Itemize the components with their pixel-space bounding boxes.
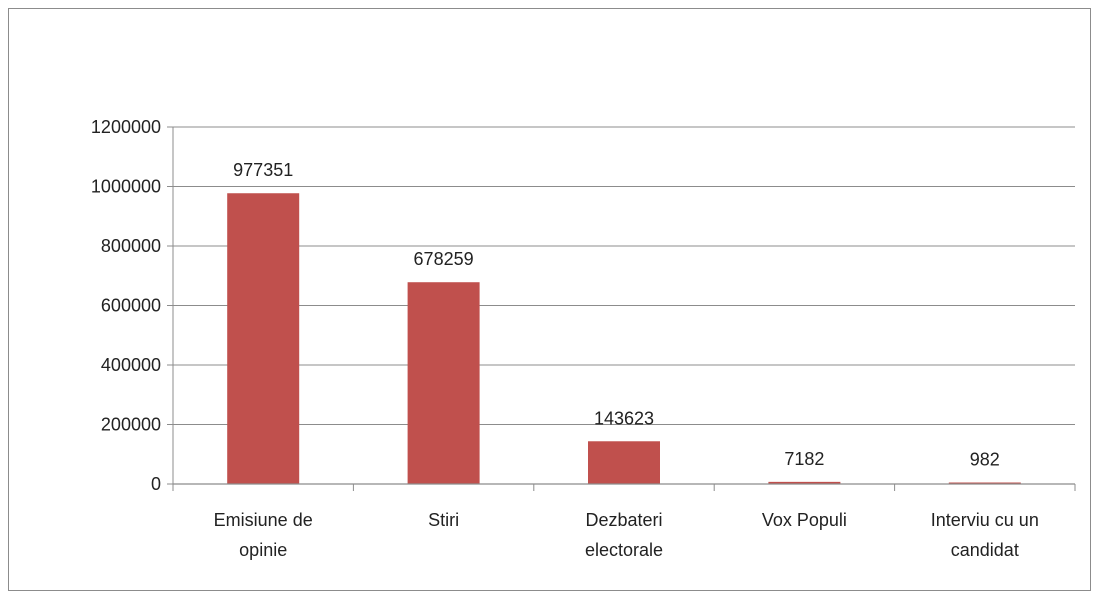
data-label: 977351 [233,160,293,180]
bars [227,193,1021,484]
category-label: Vox Populi [762,510,847,530]
y-tick-label: 0 [151,474,161,494]
y-tick-label: 600000 [101,296,161,316]
y-tick-label: 1000000 [91,177,161,197]
data-label: 982 [970,450,1000,470]
chart-frame [8,8,1091,591]
category-label: Dezbateri electorale [585,510,663,560]
y-axis-tick-labels: 0 200000 400000 600000 800000 1000000 1200000 [91,117,161,494]
gridlines [167,126,1075,485]
bar [588,441,660,484]
bar [768,481,841,484]
y-tick-label: 400000 [101,355,161,375]
bar [227,193,300,484]
data-label: 678259 [414,249,474,269]
data-label: 7182 [784,449,824,469]
data-label: 143623 [594,408,654,428]
y-tick-label: 800000 [101,236,161,256]
category-label: Stiri [428,510,459,530]
y-tick-label: 1200000 [91,117,161,137]
category-label: Emisiune de opinie [214,510,313,560]
category-label: Interviu cu un candidat [931,510,1039,560]
data-labels: 977351 678259 143623 7182 982 [233,160,1000,469]
category-labels: Emisiune de opinie Stiri Dezbateri electoral… [214,510,1039,560]
y-tick-label: 200000 [101,415,161,435]
x-axis [172,127,1076,491]
bar [948,482,1021,484]
bar [407,282,480,484]
